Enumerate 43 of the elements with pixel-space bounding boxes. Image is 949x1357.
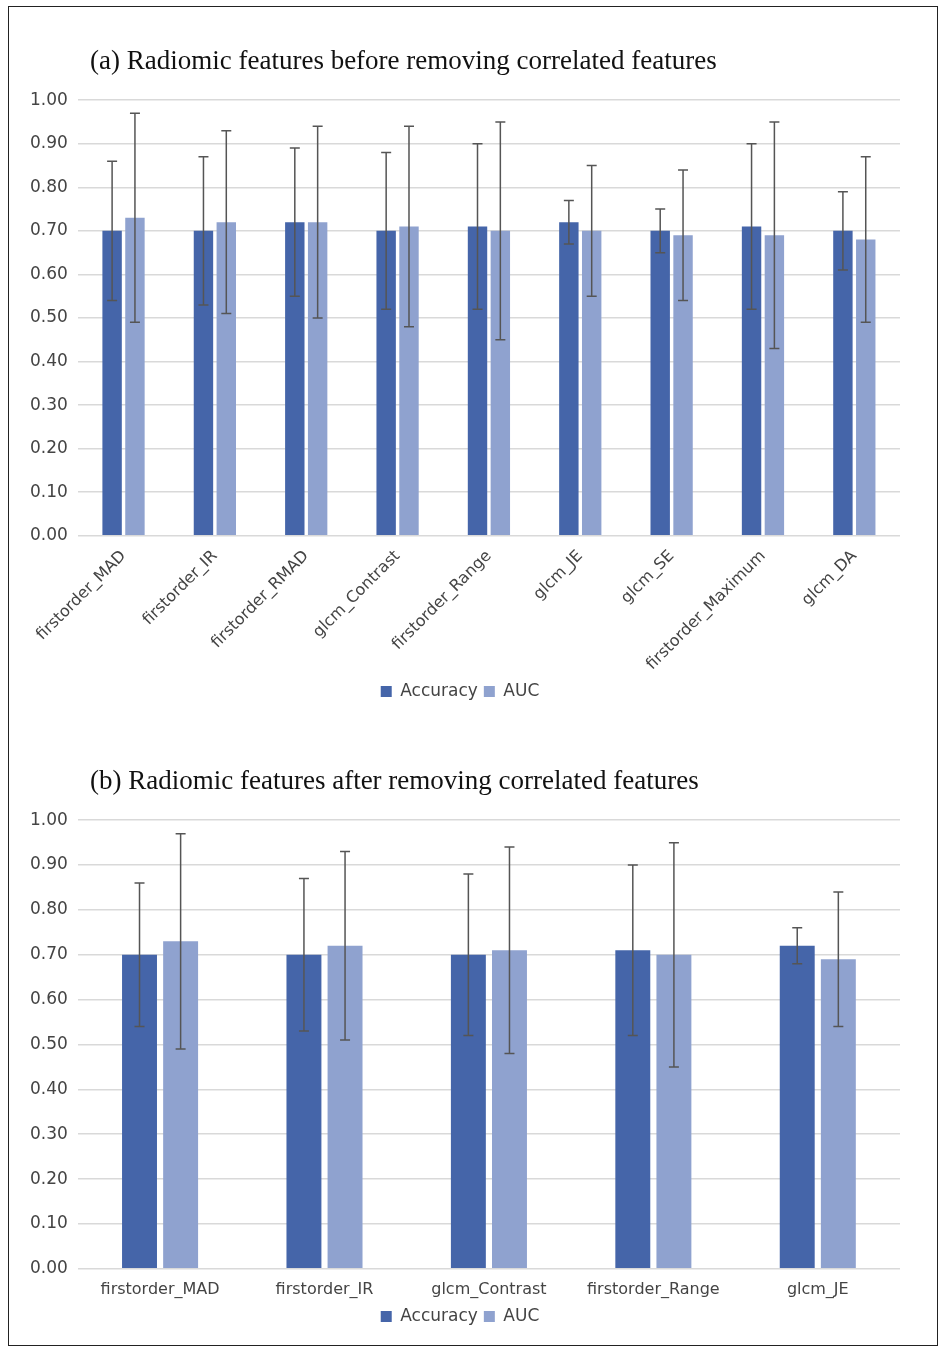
y-tick-label: 0.10 [29, 480, 68, 501]
y-tick-label: 1.00 [29, 808, 68, 829]
y-tick-label: 0.00 [29, 1257, 68, 1278]
y-tick-label: 0.00 [29, 524, 68, 545]
bar [163, 941, 199, 1269]
legend-label: AUC [503, 679, 540, 700]
bar [492, 950, 527, 1269]
y-tick-label: 0.50 [29, 1032, 68, 1053]
y-tick-label: 0.90 [29, 132, 68, 153]
y-tick-label: 0.20 [29, 1167, 68, 1188]
legend-label: AUC [503, 1304, 540, 1325]
y-tick-label: 0.30 [29, 1122, 68, 1143]
y-tick-label: 0.90 [29, 853, 68, 874]
bar [820, 959, 856, 1269]
y-tick-label: 0.80 [29, 898, 68, 919]
x-tick-label: firstorder_Range [587, 1278, 720, 1299]
bar [779, 945, 815, 1269]
bar [327, 945, 363, 1269]
x-tick-label: firstorder_IR [275, 1278, 374, 1299]
x-tick-label: firstorder_MAD [100, 1278, 220, 1299]
y-tick-label: 0.30 [29, 393, 68, 414]
chart-title: (b) Radiomic features after removing correlated features [90, 764, 700, 797]
y-tick-label: 0.20 [29, 437, 68, 458]
bar [122, 954, 157, 1269]
y-tick-label: 0.40 [29, 349, 68, 370]
y-tick-label: 0.80 [29, 175, 68, 196]
y-tick-label: 0.50 [29, 306, 68, 327]
bar [450, 954, 486, 1269]
y-tick-label: 0.60 [29, 262, 68, 283]
legend-label: Accuracy [400, 679, 478, 700]
x-tick-label: glcm_Contrast [431, 1278, 547, 1299]
bar [656, 954, 692, 1269]
legend-label: Accuracy [400, 1304, 478, 1325]
y-tick-label: 0.60 [29, 988, 68, 1009]
y-tick-label: 0.70 [29, 943, 68, 964]
chart-title: (a) Radiomic features before removing correlated features [90, 44, 718, 77]
y-tick-label: 0.70 [29, 219, 68, 240]
bar [286, 954, 322, 1269]
y-tick-label: 0.40 [29, 1077, 68, 1098]
y-tick-label: 1.00 [29, 88, 68, 109]
bar [615, 950, 651, 1269]
x-tick-label: glcm_JE [786, 1278, 849, 1299]
y-tick-label: 0.10 [29, 1212, 68, 1233]
